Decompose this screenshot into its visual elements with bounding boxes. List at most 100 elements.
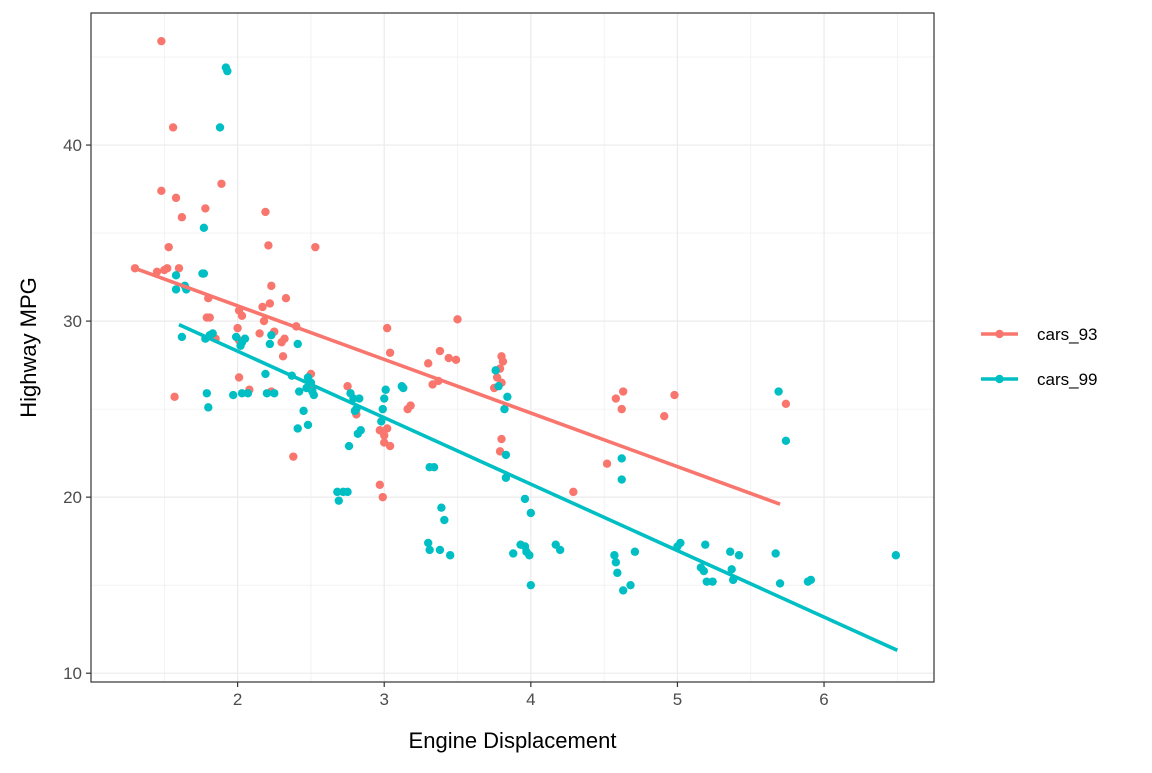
data-point-cars_93	[385, 348, 395, 357]
data-point-cars_93	[611, 394, 621, 403]
data-point-cars_99	[355, 394, 364, 403]
data-point-cars_93	[406, 401, 415, 410]
data-point-cars_99	[223, 66, 232, 76]
data-point-cars_99	[771, 549, 780, 558]
points-layer	[130, 36, 901, 595]
data-point-cars_93	[267, 281, 276, 291]
legend-item-cars_93: cars_93	[981, 325, 1097, 344]
data-point-cars_99	[381, 385, 390, 394]
trend-line-cars_99	[178, 322, 899, 652]
data-point-cars_93	[177, 213, 187, 222]
data-point-cars_93	[163, 264, 172, 273]
data-point-cars_99	[293, 339, 302, 349]
data-point-cars_93	[259, 316, 269, 326]
data-point-cars_99	[435, 545, 445, 555]
data-point-cars_99	[378, 404, 387, 414]
data-point-cars_93	[205, 313, 214, 322]
data-point-cars_99	[202, 389, 212, 398]
data-point-cars_99	[781, 436, 791, 446]
data-point-cars_99	[617, 475, 626, 484]
data-point-cars_99	[293, 424, 302, 433]
data-point-cars_99	[380, 394, 389, 403]
data-point-cars_99	[171, 271, 181, 280]
data-point-cars_93	[168, 123, 178, 132]
data-point-cars_93	[157, 36, 166, 46]
legend-label-cars_93: cars_93	[1037, 325, 1097, 344]
data-point-cars_99	[343, 487, 352, 497]
data-point-cars_93	[781, 399, 791, 409]
data-point-cars_99	[262, 389, 272, 398]
data-point-cars_93	[385, 441, 395, 451]
trend-line-cars_93	[134, 266, 781, 506]
data-point-cars_99	[503, 392, 512, 401]
data-point-cars_93	[378, 492, 387, 502]
data-point-cars_99	[377, 417, 386, 426]
data-point-cars_99	[299, 406, 308, 416]
data-point-cars_93	[237, 311, 247, 321]
data-point-cars_99	[734, 551, 744, 560]
data-point-cars_99	[727, 565, 736, 574]
data-point-cars_99	[309, 390, 319, 400]
data-point-cars_99	[303, 420, 313, 430]
data-point-cars_93	[380, 431, 389, 440]
data-point-cars_93	[201, 204, 210, 213]
data-point-cars_99	[267, 330, 276, 340]
legend: cars_93 cars_99	[981, 325, 1097, 389]
data-point-cars_99	[445, 551, 455, 560]
data-point-cars_93	[255, 329, 264, 338]
data-point-cars_93	[444, 353, 453, 363]
data-point-cars_93	[382, 323, 392, 333]
data-point-cars_99	[491, 366, 500, 375]
data-point-cars_93	[375, 480, 385, 490]
data-point-cars_99	[349, 394, 358, 403]
data-point-cars_99	[702, 577, 711, 586]
data-point-cars_99	[208, 329, 217, 338]
legend-item-cars_99: cars_99	[981, 370, 1097, 389]
data-point-cars_99	[177, 332, 187, 342]
data-point-cars_99	[425, 545, 434, 555]
data-point-cars_99	[526, 508, 536, 518]
data-point-cars_99	[699, 566, 709, 576]
data-point-cars_93	[170, 392, 179, 401]
data-point-cars_99	[424, 538, 433, 548]
data-point-cars_99	[501, 450, 511, 460]
x-axis-title: Engine Displacement	[409, 728, 617, 753]
data-point-cars_99	[171, 285, 181, 294]
legend-point-cars_93	[995, 329, 1004, 339]
data-point-cars_93	[424, 359, 433, 368]
data-point-cars_93	[217, 179, 226, 188]
data-point-cars_93	[382, 424, 392, 433]
x-tick-label: 3	[379, 690, 388, 709]
data-point-cars_93	[602, 459, 612, 468]
data-point-cars_99	[610, 551, 619, 560]
data-point-cars_93	[157, 186, 166, 196]
data-point-cars_93	[258, 302, 267, 312]
legend-point-cars_99	[995, 374, 1004, 384]
panel-border	[90, 12, 935, 683]
data-point-cars_99	[229, 390, 238, 400]
x-tick-label: 6	[819, 690, 828, 709]
y-tick-label: 30	[63, 312, 82, 331]
x-tick-label: 4	[526, 690, 535, 709]
data-point-cars_99	[806, 575, 816, 585]
data-point-cars_99	[526, 580, 536, 590]
x-tick-label: 5	[673, 690, 682, 709]
data-point-cars_99	[237, 389, 247, 398]
data-point-cars_93	[453, 315, 462, 324]
data-point-cars_99	[891, 551, 901, 560]
data-point-cars_99	[509, 549, 518, 558]
data-point-cars_99	[520, 494, 530, 504]
data-point-cars_99	[344, 441, 354, 451]
data-point-cars_99	[440, 515, 449, 525]
data-point-cars_99	[199, 269, 209, 278]
data-point-cars_99	[617, 454, 626, 463]
data-point-cars_93	[660, 411, 669, 421]
data-point-cars_93	[497, 434, 506, 444]
data-point-cars_93	[278, 352, 288, 361]
data-point-cars_93	[164, 242, 173, 252]
data-point-cars_99	[261, 369, 270, 379]
data-point-cars_93	[233, 323, 242, 333]
y-tick-label: 10	[63, 664, 82, 683]
